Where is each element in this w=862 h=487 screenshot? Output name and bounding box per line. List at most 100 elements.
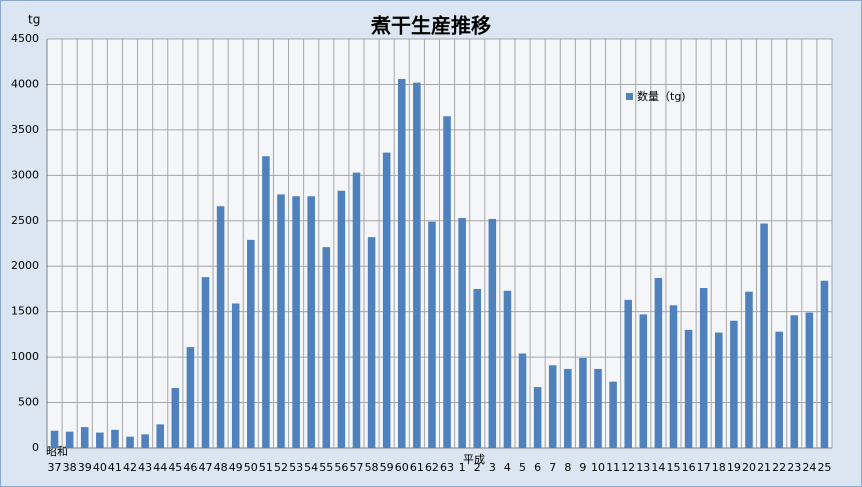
bar — [322, 247, 331, 448]
bar — [684, 329, 693, 448]
bar — [805, 312, 814, 448]
bar — [564, 368, 572, 448]
x-tick-label: 6 — [534, 461, 541, 474]
bar — [594, 368, 602, 448]
x-tick-label: 9 — [579, 461, 586, 474]
x-tick-label: 15 — [666, 461, 680, 474]
x-tick-label: 14 — [651, 461, 665, 474]
y-tick-label: 3000 — [11, 168, 39, 181]
x-tick-label: 58 — [365, 461, 379, 474]
x-tick-label: 18 — [712, 461, 726, 474]
x-tick-label: 47 — [199, 461, 213, 474]
x-tick-label: 50 — [244, 461, 258, 474]
legend-swatch — [626, 93, 633, 100]
x-tick-label: 60 — [395, 461, 409, 474]
x-tick-label: 48 — [214, 461, 228, 474]
x-tick-label: 5 — [519, 461, 526, 474]
bar — [96, 432, 104, 448]
x-tick-label: 10 — [591, 461, 605, 474]
bar — [579, 358, 587, 448]
bar — [669, 305, 678, 448]
y-tick-label: 4000 — [11, 77, 39, 90]
x-tick-label: 45 — [168, 461, 182, 474]
x-tick-label: 57 — [349, 461, 363, 474]
x-tick-label: 2 — [474, 461, 481, 474]
bar — [307, 196, 315, 448]
x-tick-label: 21 — [757, 461, 771, 474]
x-tick-label: 25 — [817, 461, 831, 474]
x-tick-label: 51 — [259, 461, 273, 474]
bar — [730, 320, 738, 448]
x-tick-label: 11 — [606, 461, 620, 474]
bar — [277, 194, 285, 448]
x-tick-label: 49 — [229, 461, 243, 474]
x-tick-label: 44 — [153, 461, 167, 474]
era-annotation: 平成 — [463, 453, 485, 466]
bar — [231, 303, 240, 448]
y-tick-label: 2000 — [11, 259, 39, 272]
x-tick-label: 52 — [274, 461, 288, 474]
y-tick-label: 4500 — [11, 32, 39, 45]
bar — [775, 331, 783, 448]
x-tick-label: 53 — [289, 461, 303, 474]
bar — [367, 237, 376, 448]
bar — [488, 218, 497, 448]
x-tick-label: 61 — [410, 461, 424, 474]
y-tick-label: 500 — [18, 396, 39, 409]
x-tick-label: 56 — [334, 461, 348, 474]
y-tick-label: 1500 — [11, 305, 39, 318]
x-tick-label: 3 — [489, 461, 496, 474]
x-tick-label: 24 — [802, 461, 816, 474]
x-tick-label: 17 — [697, 461, 711, 474]
x-tick-label: 16 — [682, 461, 696, 474]
x-tick-label: 42 — [123, 461, 137, 474]
bar — [458, 218, 466, 448]
bar — [533, 387, 542, 448]
chart-title: 煮干生産推移 — [370, 14, 491, 38]
x-tick-label: 19 — [727, 461, 741, 474]
x-tick-label: 12 — [621, 461, 635, 474]
bar — [790, 315, 799, 448]
bar — [186, 347, 195, 448]
bar — [80, 427, 89, 448]
x-tick-label: 20 — [742, 461, 756, 474]
bar — [111, 429, 119, 448]
bar — [518, 353, 527, 448]
bar — [443, 116, 451, 448]
bar — [624, 299, 632, 448]
bar — [428, 221, 436, 448]
bar — [745, 291, 753, 448]
bar — [216, 206, 225, 448]
bar — [292, 196, 300, 448]
bar — [65, 431, 74, 448]
x-tick-label: 39 — [78, 461, 92, 474]
x-tick-label: 43 — [138, 461, 152, 474]
bar — [715, 332, 723, 448]
bar — [699, 288, 708, 448]
x-tick-label: 37 — [48, 461, 62, 474]
bar — [639, 314, 648, 448]
bar — [548, 365, 557, 448]
x-tick-label: 13 — [636, 461, 650, 474]
x-tick-label: 41 — [108, 461, 122, 474]
x-tick-label: 40 — [93, 461, 107, 474]
x-tick-label: 59 — [380, 461, 394, 474]
y-axis-label: tg — [28, 13, 40, 27]
bar — [760, 223, 768, 448]
x-tick-label: 4 — [504, 461, 511, 474]
x-tick-label: 38 — [63, 461, 77, 474]
x-tick-label: 54 — [304, 461, 318, 474]
bar — [262, 156, 270, 448]
bar — [247, 239, 255, 448]
y-tick-label: 0 — [32, 441, 39, 454]
bar — [654, 278, 663, 448]
bar — [156, 424, 164, 448]
bar — [352, 172, 361, 448]
y-tick-label: 1000 — [11, 350, 39, 363]
y-tick-label: 3500 — [11, 123, 39, 136]
x-tick-label: 22 — [772, 461, 786, 474]
bar — [126, 436, 134, 448]
x-tick-label: 55 — [319, 461, 333, 474]
bar — [201, 277, 210, 448]
